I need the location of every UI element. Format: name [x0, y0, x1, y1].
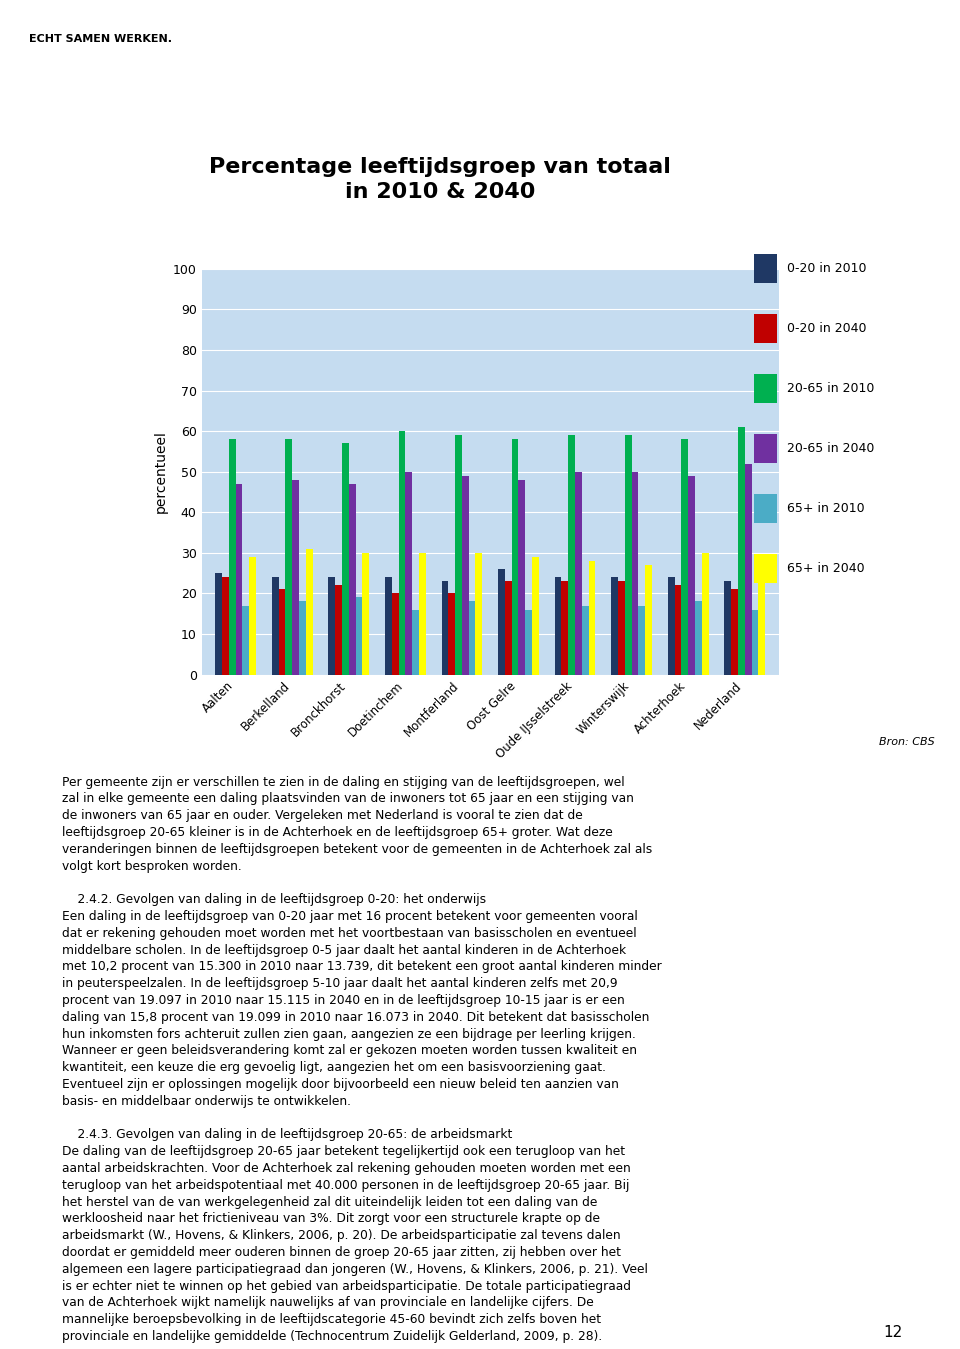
Bar	[618, 581, 625, 674]
Y-axis label: percentueel: percentueel	[154, 430, 167, 513]
Bar	[328, 577, 335, 674]
Text: 65+ in 2040: 65+ in 2040	[787, 563, 865, 575]
Bar	[562, 581, 568, 674]
Bar	[525, 610, 532, 674]
FancyBboxPatch shape	[755, 554, 778, 583]
Bar	[668, 577, 675, 674]
Bar	[272, 577, 278, 674]
Bar	[695, 602, 702, 674]
Text: 0-20 in 2040: 0-20 in 2040	[787, 322, 866, 336]
Bar	[625, 436, 632, 674]
Bar	[568, 436, 575, 674]
Bar	[362, 553, 369, 674]
Bar	[752, 610, 758, 674]
Bar	[512, 440, 518, 674]
Bar	[532, 557, 539, 674]
Bar	[475, 553, 482, 674]
Text: Per gemeente zijn er verschillen te zien in de daling en stijging van de leeftij: Per gemeente zijn er verschillen te zien…	[62, 776, 662, 1344]
Bar	[335, 585, 342, 674]
Bar	[292, 480, 299, 674]
Bar	[505, 581, 512, 674]
Bar	[612, 577, 618, 674]
Bar	[702, 553, 708, 674]
Bar	[250, 557, 256, 674]
Bar	[355, 598, 362, 674]
Text: 20-65 in 2040: 20-65 in 2040	[787, 442, 875, 455]
Bar	[242, 606, 250, 674]
Bar	[462, 476, 468, 674]
Bar	[385, 577, 392, 674]
Text: Bron: CBS: Bron: CBS	[878, 737, 934, 747]
Bar	[575, 472, 582, 674]
Text: ECHT SAMEN WERKEN.: ECHT SAMEN WERKEN.	[29, 35, 172, 45]
Bar	[342, 444, 348, 674]
Bar	[725, 581, 732, 674]
Text: 65+ in 2010: 65+ in 2010	[787, 502, 865, 515]
Bar	[392, 594, 398, 674]
Bar	[305, 549, 313, 674]
Bar	[398, 432, 405, 674]
Bar	[588, 561, 595, 674]
Bar	[278, 590, 285, 674]
Bar	[442, 581, 448, 674]
Bar	[498, 569, 505, 674]
Bar	[235, 484, 242, 674]
Bar	[645, 565, 652, 674]
Bar	[582, 606, 588, 674]
Bar	[632, 472, 638, 674]
Text: 20-65 in 2010: 20-65 in 2010	[787, 382, 875, 395]
Bar	[222, 577, 228, 674]
Bar	[285, 440, 292, 674]
Bar	[455, 436, 462, 674]
Bar	[448, 594, 455, 674]
Bar	[555, 577, 562, 674]
Bar	[675, 585, 682, 674]
Bar	[682, 440, 688, 674]
Bar	[758, 573, 765, 674]
Bar	[215, 573, 222, 674]
Bar	[738, 428, 745, 674]
Bar	[419, 553, 425, 674]
Bar	[638, 606, 645, 674]
Bar	[405, 472, 412, 674]
Bar	[299, 602, 305, 674]
Bar	[348, 484, 355, 674]
FancyBboxPatch shape	[755, 374, 778, 403]
Text: 0-20 in 2010: 0-20 in 2010	[787, 262, 866, 275]
Bar	[228, 440, 235, 674]
Text: Percentage leeftijdsgroep van totaal
in 2010 & 2040: Percentage leeftijdsgroep van totaal in …	[209, 158, 671, 202]
Bar	[745, 464, 752, 674]
Text: 12: 12	[883, 1325, 902, 1341]
Bar	[412, 610, 419, 674]
Bar	[518, 480, 525, 674]
FancyBboxPatch shape	[755, 494, 778, 523]
FancyBboxPatch shape	[755, 255, 778, 283]
FancyBboxPatch shape	[755, 314, 778, 343]
Bar	[732, 590, 738, 674]
Bar	[468, 602, 475, 674]
Bar	[688, 476, 695, 674]
FancyBboxPatch shape	[755, 434, 778, 463]
